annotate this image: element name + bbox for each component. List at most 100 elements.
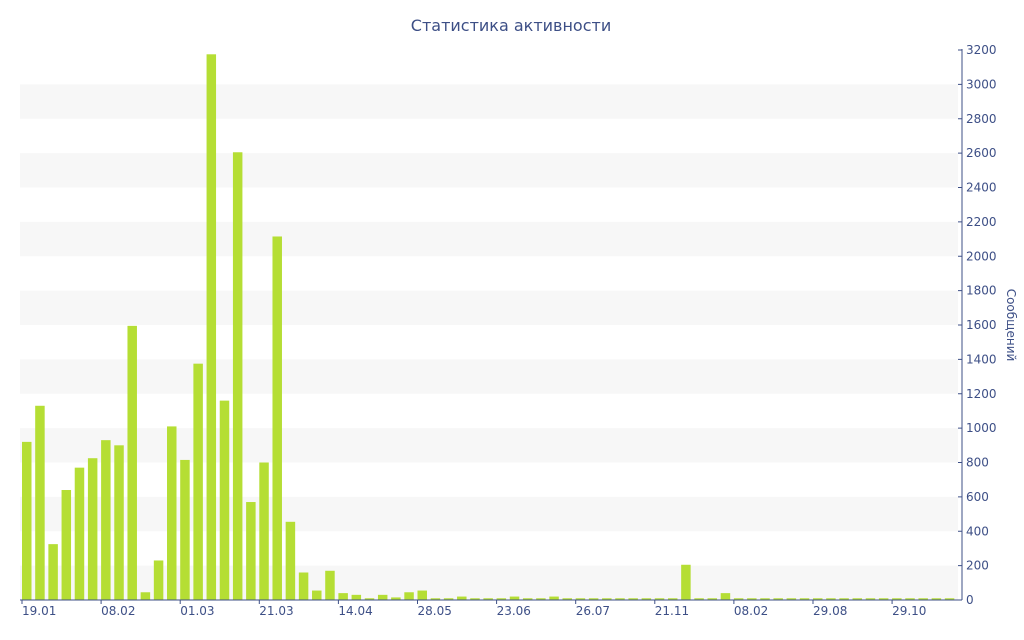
y-tick-label: 800 bbox=[966, 456, 989, 470]
y-axis-label: Сообщений bbox=[1004, 289, 1018, 362]
bar-26 bbox=[351, 594, 362, 600]
bar-58 bbox=[773, 598, 783, 600]
bar-25 bbox=[338, 593, 348, 600]
bar-41 bbox=[549, 596, 559, 600]
x-tick-label: 21.03 bbox=[259, 604, 293, 618]
x-tick-label: 08.02 bbox=[101, 604, 135, 618]
bar-30 bbox=[404, 592, 414, 600]
x-tick-label: 28.05 bbox=[417, 604, 451, 618]
bar-35 bbox=[470, 598, 480, 600]
bar-45 bbox=[602, 598, 612, 600]
bar-57 bbox=[760, 598, 770, 600]
y-tick-label: 2200 bbox=[966, 215, 997, 229]
bar-13 bbox=[180, 459, 190, 600]
bar-53 bbox=[707, 598, 718, 600]
bar-63 bbox=[839, 598, 849, 600]
bar-69 bbox=[918, 598, 928, 600]
y-tick-label: 3200 bbox=[966, 43, 997, 57]
bar-60 bbox=[799, 598, 810, 600]
bar-8 bbox=[114, 445, 124, 600]
bar-47 bbox=[628, 598, 638, 600]
y-tick-label: 1200 bbox=[966, 387, 997, 401]
bar-22 bbox=[298, 572, 309, 600]
x-tick-label: 19.01 bbox=[22, 604, 56, 618]
bar-9 bbox=[127, 325, 137, 600]
bar-64 bbox=[852, 598, 863, 600]
bar-44 bbox=[588, 598, 599, 600]
bar-5 bbox=[74, 467, 85, 600]
y-tick-label: 400 bbox=[966, 524, 989, 538]
bar-52 bbox=[694, 598, 704, 600]
y-tick-label: 2600 bbox=[966, 146, 997, 160]
y-tick-label: 2000 bbox=[966, 249, 997, 263]
bar-29 bbox=[391, 597, 401, 600]
bar-2 bbox=[35, 405, 45, 600]
bar-61 bbox=[812, 598, 823, 600]
grid-stripe bbox=[20, 290, 958, 325]
bar-62 bbox=[826, 598, 836, 600]
bar-70 bbox=[931, 598, 942, 600]
bar-59 bbox=[786, 598, 797, 600]
grid-stripe bbox=[20, 153, 958, 188]
bar-68 bbox=[905, 598, 915, 600]
bar-65 bbox=[865, 598, 876, 600]
bar-50 bbox=[667, 598, 678, 600]
bar-67 bbox=[892, 598, 902, 600]
bar-7 bbox=[101, 440, 111, 600]
y-tick-label: 200 bbox=[966, 559, 989, 573]
bar-40 bbox=[536, 598, 546, 600]
bar-27 bbox=[364, 598, 375, 600]
bar-71 bbox=[944, 598, 955, 600]
x-tick-label: 29.08 bbox=[813, 604, 847, 618]
chart-title: Статистика активности bbox=[411, 16, 611, 35]
x-tick-label: 14.04 bbox=[338, 604, 372, 618]
bar-6 bbox=[87, 458, 98, 600]
bar-18 bbox=[246, 502, 256, 600]
bar-3 bbox=[48, 544, 58, 600]
grid-stripe bbox=[20, 496, 958, 532]
y-tick-label: 1800 bbox=[966, 284, 997, 298]
bar-37 bbox=[496, 598, 507, 600]
bar-51 bbox=[681, 564, 691, 600]
bar-20 bbox=[272, 236, 282, 600]
bar-16 bbox=[219, 400, 230, 600]
y-tick-label: 1400 bbox=[966, 352, 997, 366]
bar-19 bbox=[259, 462, 269, 600]
chart-axes: 0 200 400 600 800 1000 1200 1400 1600 1800 2000 220… bbox=[20, 43, 997, 618]
y-tick-label: 2400 bbox=[966, 181, 997, 195]
grid-stripe bbox=[20, 428, 958, 463]
bar-31 bbox=[417, 590, 427, 600]
bar-56 bbox=[747, 598, 757, 600]
bar-48 bbox=[641, 598, 652, 600]
bar-21 bbox=[285, 521, 296, 600]
bar-33 bbox=[443, 598, 454, 600]
bar-36 bbox=[483, 598, 493, 600]
x-tick-label: 29.10 bbox=[892, 604, 926, 618]
bar-42 bbox=[562, 598, 572, 600]
bar-14 bbox=[193, 363, 203, 600]
x-tick-label: 26.07 bbox=[576, 604, 610, 618]
bar-32 bbox=[430, 598, 441, 600]
bar-34 bbox=[457, 596, 467, 600]
bar-54 bbox=[720, 593, 731, 600]
bar-17 bbox=[232, 152, 243, 600]
y-tick-label: 1600 bbox=[966, 318, 997, 332]
y-tick-label: 600 bbox=[966, 490, 989, 504]
x-tick-label: 01.03 bbox=[180, 604, 214, 618]
y-tick-label: 2800 bbox=[966, 112, 997, 126]
x-tick-label: 08.02 bbox=[734, 604, 768, 618]
bar-28 bbox=[377, 594, 388, 600]
bar-15 bbox=[206, 54, 217, 600]
y-tick-label: 0 bbox=[966, 593, 974, 607]
chart-grid bbox=[20, 84, 958, 600]
grid-stripe bbox=[20, 221, 958, 257]
y-tick-label: 1000 bbox=[966, 421, 997, 435]
bar-23 bbox=[312, 590, 322, 600]
bar-55 bbox=[733, 598, 744, 600]
bar-38 bbox=[509, 596, 520, 600]
bar-39 bbox=[522, 598, 533, 600]
x-tick-label: 23.06 bbox=[497, 604, 531, 618]
grid-stripe bbox=[20, 359, 958, 394]
bar-43 bbox=[575, 598, 586, 600]
